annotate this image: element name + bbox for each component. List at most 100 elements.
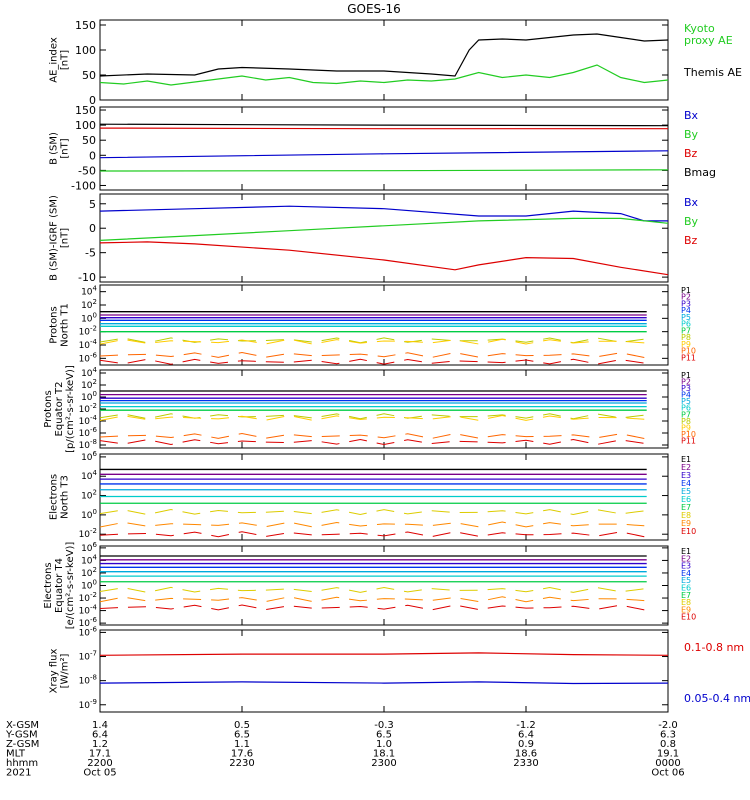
legend-channel-pn: P2 [681,293,691,302]
y-tick-label-xray: 10-7 [79,650,97,663]
legend-channel-pe: P7 [681,410,691,419]
legend-ae: proxy AE [684,34,733,47]
footer-value: 6.4 [92,730,108,741]
legend-ae: Themis AE [683,66,742,79]
y-axis-label-line: North T3 [60,475,71,519]
series-line-xray [99,652,669,656]
footer-value: 0.9 [518,739,534,750]
y-tick-label-en: 106 [81,450,97,463]
y-tick-label-ae: 0 [89,94,96,107]
y-axis-label-line: [e/(cm²-s-sr-keV)] [65,542,76,630]
legend-channel-pe: P9 [681,423,691,432]
y-tick-label-xray: 10-6 [79,625,98,638]
y-tick-label-pn: 10-2 [79,325,97,338]
y-axis-label-line: [nT] [60,138,71,158]
y-tick-label-b: 150 [75,104,96,117]
y-tick-label-pe: 102 [81,378,97,391]
y-tick-label-bigrf: 0 [89,222,96,235]
legend-channel-pe: P3 [681,384,691,393]
y-tick-label-ee: 100 [81,579,97,592]
y-tick-label-ae: 50 [82,69,96,82]
legend-xray: 0.05-0.4 nm [684,692,750,705]
legend-channel-pe: P5 [681,397,691,406]
legend-channel-ee: E10 [681,613,696,622]
legend-channel-pn: P7 [681,326,691,335]
legend-channel-pe: P2 [681,378,691,387]
footer-row-label: X-GSM [6,720,39,731]
legend-channel-pe: P11 [681,436,696,445]
chart-title: GOES-16 [347,2,401,16]
footer-row-label: Z-GSM [6,739,39,750]
footer-value: 1.4 [92,720,108,731]
legend-b: By [684,128,699,141]
footer-value: Oct 05 [83,768,116,779]
y-tick-label-pe: 10-4 [79,414,98,427]
footer-value: -1.2 [516,720,536,731]
series-line-bigrf [99,205,668,222]
footer-value: 2200 [87,758,112,769]
y-tick-label-b: -100 [71,179,96,192]
y-tick-label-pn: 102 [81,298,97,311]
legend-channel-ee: E1 [681,547,691,556]
y-axis-label-line: Protons [43,390,54,427]
legend-channel-pe: P4 [681,391,691,400]
y-axis-label-pn: Protons North T1 [49,303,71,347]
legend-channel-pe: P10 [681,430,696,439]
series-line-b [99,123,669,127]
y-axis-label-line: [p/(cm²-s-sr-keV)] [65,365,76,453]
series-line-b [99,169,669,172]
legend-channel-pe: P8 [681,417,691,426]
series-line-ae [99,33,669,77]
legend-channel-pn: P6 [681,320,691,329]
legend-channel-ee: E9 [681,605,691,614]
footer-value: -0.3 [374,720,394,731]
footer-value: 2330 [513,758,538,769]
flux-channel-line-pe [99,432,645,440]
legend-channel-ee: E2 [681,554,691,563]
y-axis-label-line: B (SM) [49,132,60,165]
y-axis-label-line: North T1 [60,303,71,347]
y-tick-label-en: 10-2 [79,527,97,540]
footer-value: 2230 [229,758,254,769]
y-tick-label-b: -50 [78,164,96,177]
y-axis-label-line: Equator T2 [54,382,65,437]
y-axis-label-xray: Xray flux [W/m²] [49,649,71,694]
legend-channel-en: E8 [681,511,691,520]
legend-channel-pn: P5 [681,313,691,322]
y-axis-label-ae: AE_index [nT] [49,37,71,83]
flux-channel-line-ee [99,596,645,603]
legend-bigrf: By [684,215,699,228]
legend-xray: 0.1-0.8 nm [684,641,744,654]
y-tick-label-en: 104 [81,469,97,482]
legend-channel-en: E4 [681,479,691,488]
footer-value: 0000 [655,758,680,769]
series-line-b [99,127,668,130]
flux-channel-line-pn [99,358,645,365]
y-tick-label-ae: 100 [75,44,96,57]
y-tick-label-ee: 102 [81,566,97,579]
legend-channel-ee: E8 [681,598,691,607]
footer-value: 18.1 [373,749,395,760]
y-tick-label-pn: 100 [81,311,97,324]
flux-channel-line-ee [99,604,645,611]
legend-channel-en: E9 [681,519,691,528]
footer-value: 1.1 [234,739,250,750]
legend-channel-ee: E5 [681,576,691,585]
y-axis-label-line: Electrons [43,562,54,608]
footer-row-label: Y-GSM [5,730,38,741]
y-tick-label-ae: 150 [75,19,96,32]
legend-channel-pn: P4 [681,306,691,315]
footer-value: 17.1 [89,749,111,760]
legend-channel-pn: P10 [681,347,696,356]
flux-channel-line-pn [99,351,645,359]
legend-channel-en: E1 [681,455,691,464]
y-axis-label-ee: Electrons Equator T4 [e/(cm²-s-sr-keV)] [43,542,76,630]
y-tick-label-bigrf: 5 [89,198,96,211]
flux-channel-line-ee [99,586,645,593]
y-tick-label-ee: 10-6 [79,616,98,629]
footer-value: 18.6 [515,749,537,760]
y-axis-label-line: Xray flux [49,649,60,694]
series-line-b [99,150,669,159]
